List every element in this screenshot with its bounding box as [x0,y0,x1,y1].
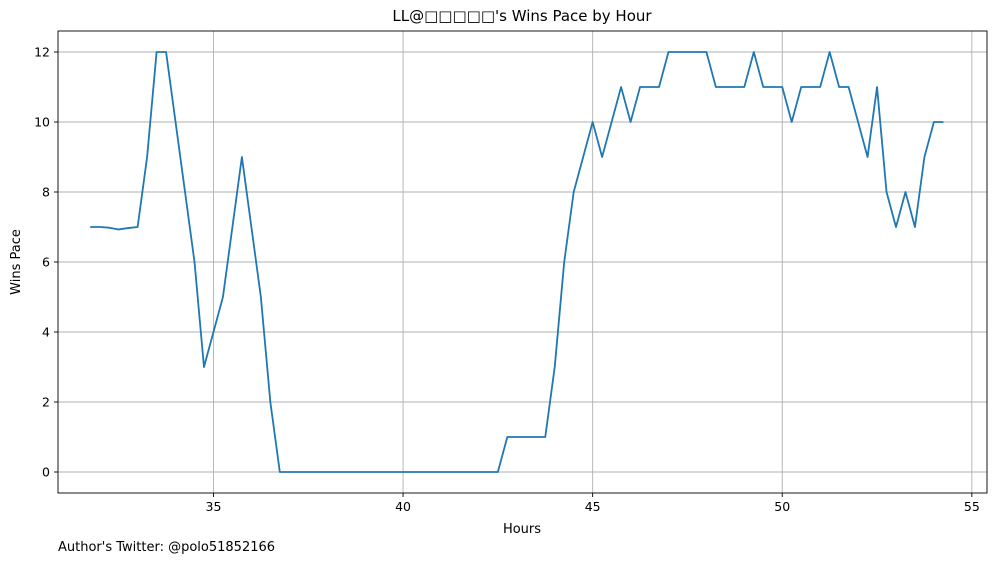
x-tick-label: 45 [585,499,601,514]
y-axis-ticks: 0 2 4 6 8 10 12 [34,45,58,480]
x-tick-label: 55 [964,499,980,514]
footer-credit: Author's Twitter: @polo51852166 [58,540,275,555]
y-tick-label: 12 [34,45,50,60]
series-layer [90,51,944,473]
x-tick-label: 50 [774,499,790,514]
x-tick-label: 35 [206,499,222,514]
x-axis-ticks: 35 40 45 50 55 [206,493,980,514]
y-tick-label: 4 [42,325,50,340]
grid [58,31,987,493]
y-tick-label: 2 [42,395,50,410]
series-line [90,51,944,473]
chart-title: LL@□□□□□'s Wins Pace by Hour [392,7,652,25]
y-tick-label: 0 [42,465,50,480]
y-tick-label: 10 [34,115,50,130]
y-tick-label: 8 [42,185,50,200]
x-tick-label: 40 [395,499,411,514]
y-tick-label: 6 [42,255,50,270]
x-axis-label: Hours [503,522,541,537]
y-axis-label: Wins Pace [9,229,24,295]
